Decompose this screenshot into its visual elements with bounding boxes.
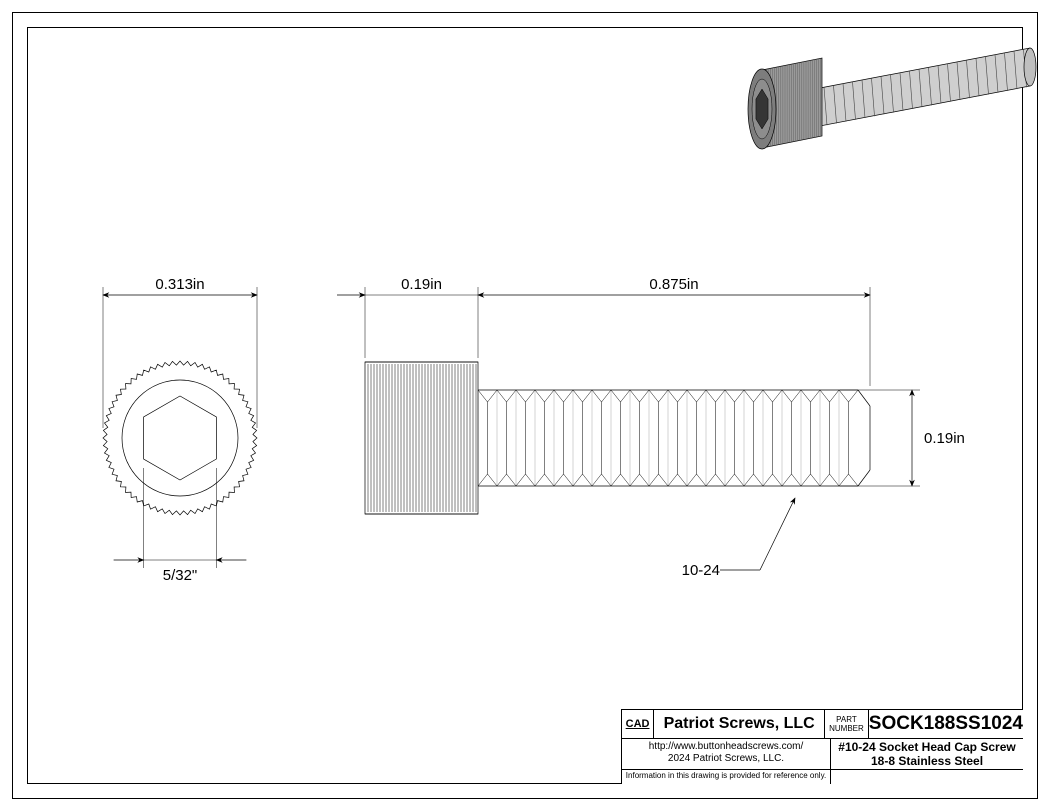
title-block: CAD Patriot Screws, LLC PART NUMBER SOCK… <box>621 709 1023 784</box>
company-url: http://www.buttonheadscrews.com/ <box>622 741 830 753</box>
part-number: SOCK188SS1024 <box>869 710 1023 738</box>
part-number-label: PART NUMBER <box>825 710 869 738</box>
cad-badge: CAD <box>622 710 654 738</box>
company-copyright: 2024 Patriot Screws, LLC. <box>622 753 830 765</box>
svg-text:0.313in: 0.313in <box>155 276 204 293</box>
svg-text:0.19in: 0.19in <box>401 276 442 293</box>
part-description: #10-24 Socket Head Cap Screw 18-8 Stainl… <box>831 739 1023 769</box>
svg-text:10-24: 10-24 <box>682 562 720 579</box>
svg-text:0.875in: 0.875in <box>649 276 698 293</box>
svg-text:0.19in: 0.19in <box>924 430 965 447</box>
company-url-cell: http://www.buttonheadscrews.com/ 2024 Pa… <box>622 739 831 769</box>
drawing-canvas: 0.313in 5/32" 0.19in 0.875in 0.19in 10-24 <box>0 0 1050 811</box>
svg-text:5/32": 5/32" <box>163 567 198 584</box>
disclaimer: Information in this drawing is provided … <box>622 770 831 784</box>
company-name: Patriot Screws, LLC <box>654 710 825 738</box>
